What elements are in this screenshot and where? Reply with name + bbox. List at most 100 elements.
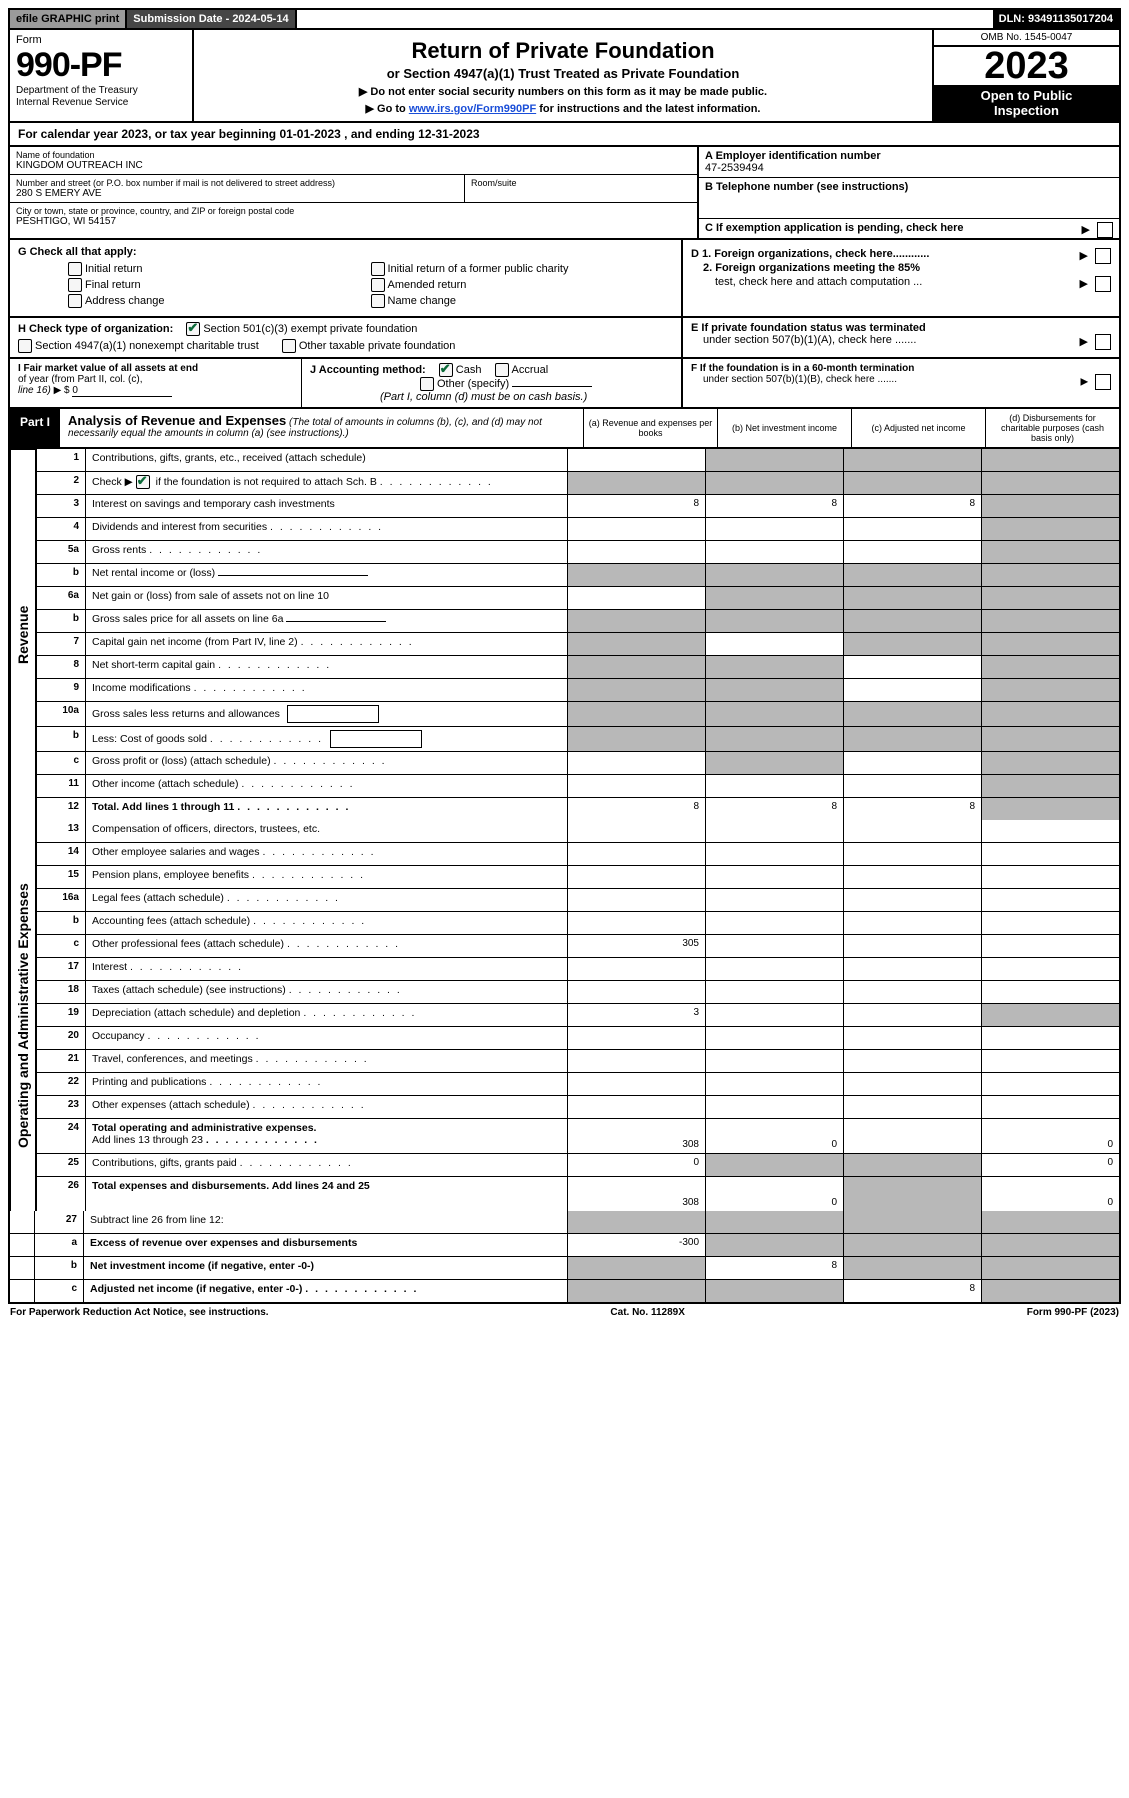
l26-d: 0 — [982, 1177, 1119, 1211]
final-return-checkbox[interactable] — [68, 278, 82, 292]
line-2: Check ▶ if the foundation is not require… — [86, 472, 568, 494]
line-3: Interest on savings and temporary cash i… — [86, 495, 568, 517]
initial-return-checkbox[interactable] — [68, 262, 82, 276]
g-d-section: G Check all that apply: Initial return F… — [8, 240, 1121, 318]
l27c-c: 8 — [844, 1280, 982, 1302]
j-note: (Part I, column (d) must be on cash basi… — [380, 391, 587, 403]
line-16b: Accounting fees (attach schedule) — [86, 912, 568, 934]
addr-label: Number and street (or P.O. box number if… — [16, 178, 458, 188]
part1-grid: Revenue 1Contributions, gifts, grants, e… — [8, 449, 1121, 1304]
line-5a: Gross rents — [86, 541, 568, 563]
line-6a: Net gain or (loss) from sale of assets n… — [86, 587, 568, 609]
schb-checkbox[interactable] — [136, 475, 150, 489]
line-23: Other expenses (attach schedule) — [86, 1096, 568, 1118]
other-method-checkbox[interactable] — [420, 377, 434, 391]
instr-line-2: ▶ Go to www.irs.gov/Form990PF for instru… — [200, 102, 926, 115]
terminated-checkbox[interactable] — [1095, 334, 1111, 350]
submission-date: Submission Date - 2024-05-14 — [127, 10, 296, 28]
line-12: Total. Add lines 1 through 11 — [86, 798, 568, 820]
l25-d: 0 — [982, 1154, 1119, 1176]
line-22: Printing and publications — [86, 1073, 568, 1095]
l27b-b: 8 — [706, 1257, 844, 1279]
dept-treasury: Department of the Treasury — [16, 85, 186, 97]
line-14: Other employee salaries and wages — [86, 843, 568, 865]
line-20: Occupancy — [86, 1027, 568, 1049]
exemption-checkbox[interactable] — [1097, 222, 1113, 238]
cash-checkbox[interactable] — [439, 363, 453, 377]
l24-b: 0 — [706, 1119, 844, 1153]
foreign-org-checkbox[interactable] — [1095, 248, 1111, 264]
line-7: Capital gain net income (from Part IV, l… — [86, 633, 568, 655]
form-number: 990-PF — [16, 46, 186, 85]
l19-a: 3 — [568, 1004, 706, 1026]
entity-info: Name of foundation KINGDOM OUTREACH INC … — [8, 147, 1121, 240]
paperwork-notice: For Paperwork Reduction Act Notice, see … — [10, 1307, 269, 1318]
form-header: Form 990-PF Department of the Treasury I… — [8, 30, 1121, 123]
foundation-name: KINGDOM OUTREACH INC — [16, 160, 691, 171]
line-21: Travel, conferences, and meetings — [86, 1050, 568, 1072]
former-public-charity-checkbox[interactable] — [371, 262, 385, 276]
ein-value: 47-2539494 — [705, 162, 764, 174]
exemption-pending-label: C If exemption application is pending, c… — [705, 222, 964, 234]
col-a-header: (a) Revenue and expenses per books — [584, 409, 718, 447]
l26-b: 0 — [706, 1177, 844, 1211]
line-18: Taxes (attach schedule) (see instruction… — [86, 981, 568, 1003]
l24-a: 308 — [568, 1119, 706, 1153]
form-label: Form — [16, 34, 186, 46]
other-taxable-checkbox[interactable] — [282, 339, 296, 353]
efile-print-button[interactable]: efile GRAPHIC print — [10, 10, 127, 28]
line-16c: Other professional fees (attach schedule… — [86, 935, 568, 957]
room-label: Room/suite — [471, 178, 691, 188]
501c3-checkbox[interactable] — [186, 322, 200, 336]
phone-label: B Telephone number (see instructions) — [705, 181, 908, 193]
page-footer: For Paperwork Reduction Act Notice, see … — [8, 1304, 1121, 1321]
d2-label-a: 2. Foreign organizations meeting the 85% — [703, 262, 920, 274]
revenue-side-label: Revenue — [10, 449, 37, 820]
line-4: Dividends and interest from securities — [86, 518, 568, 540]
line-10c: Gross profit or (loss) (attach schedule) — [86, 752, 568, 774]
i-label-1: I Fair market value of all assets at end — [18, 363, 198, 374]
line-10b: Less: Cost of goods sold — [86, 727, 568, 751]
dept-irs: Internal Revenue Service — [16, 97, 186, 109]
form-title: Return of Private Foundation — [200, 38, 926, 64]
line-1: Contributions, gifts, grants, etc., rece… — [86, 449, 568, 471]
form-page-ref: Form 990-PF (2023) — [1027, 1307, 1119, 1318]
i-label-3: line 16) — [18, 385, 51, 396]
h-label: H Check type of organization: — [18, 323, 173, 335]
cat-no: Cat. No. 11289X — [610, 1307, 684, 1318]
ein-label: A Employer identification number — [705, 150, 881, 162]
top-bar: efile GRAPHIC print Submission Date - 20… — [8, 8, 1121, 30]
name-change-checkbox[interactable] — [371, 294, 385, 308]
accrual-checkbox[interactable] — [495, 363, 509, 377]
line-27: Subtract line 26 from line 12: — [84, 1211, 568, 1233]
line-27a: Excess of revenue over expenses and disb… — [84, 1234, 568, 1256]
l3-c: 8 — [844, 495, 982, 517]
line-8: Net short-term capital gain — [86, 656, 568, 678]
60month-checkbox[interactable] — [1095, 374, 1111, 390]
e-label: E If private foundation status was termi… — [691, 322, 926, 334]
form-subtitle: or Section 4947(a)(1) Trust Treated as P… — [200, 66, 926, 81]
line-17: Interest — [86, 958, 568, 980]
4947a1-checkbox[interactable] — [18, 339, 32, 353]
fmv-value: 0 — [72, 385, 172, 397]
line-9: Income modifications — [86, 679, 568, 701]
city-state-zip: PESHTIGO, WI 54157 — [16, 216, 691, 227]
line-5b: Net rental income or (loss) — [86, 564, 568, 586]
address-change-checkbox[interactable] — [68, 294, 82, 308]
irs-link[interactable]: www.irs.gov/Form990PF — [409, 103, 536, 115]
l25-a: 0 — [568, 1154, 706, 1176]
l16c-a: 305 — [568, 935, 706, 957]
foreign-85pct-checkbox[interactable] — [1095, 276, 1111, 292]
line-25: Contributions, gifts, grants paid — [86, 1154, 568, 1176]
e-label-2: under section 507(b)(1)(A), check here .… — [691, 334, 916, 346]
col-d-header: (d) Disbursements for charitable purpose… — [986, 409, 1119, 447]
l27a-a: -300 — [568, 1234, 706, 1256]
part1-header: Part I Analysis of Revenue and Expenses … — [8, 409, 1121, 449]
line-27b: Net investment income (if negative, ente… — [84, 1257, 568, 1279]
col-b-header: (b) Net investment income — [718, 409, 852, 447]
line-26: Total expenses and disbursements. Add li… — [86, 1177, 568, 1211]
l3-b: 8 — [706, 495, 844, 517]
line-6b: Gross sales price for all assets on line… — [86, 610, 568, 632]
l12-b: 8 — [706, 798, 844, 820]
amended-return-checkbox[interactable] — [371, 278, 385, 292]
